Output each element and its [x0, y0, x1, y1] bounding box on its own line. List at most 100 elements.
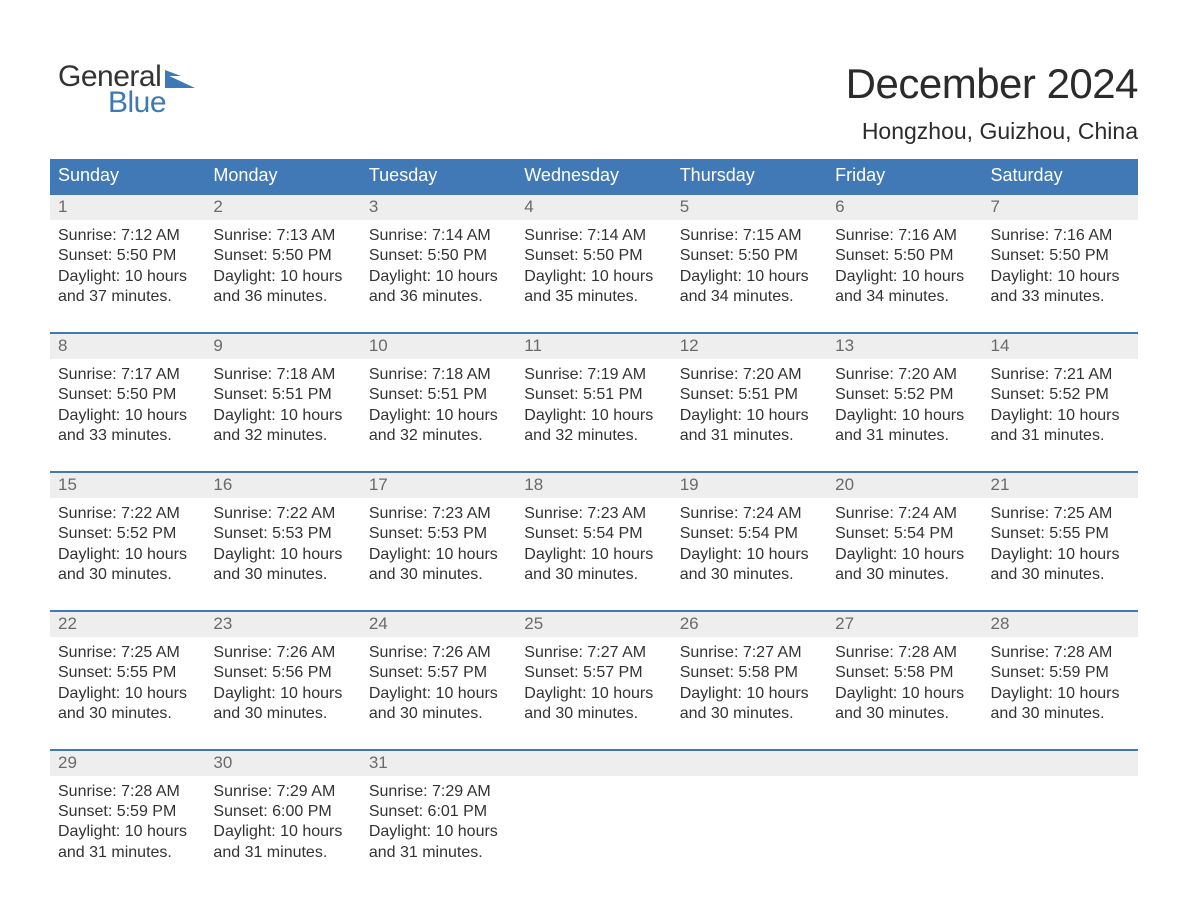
day-cell: 24Sunrise: 7:26 AMSunset: 5:57 PMDayligh… — [361, 612, 516, 749]
day-number: 5 — [672, 195, 827, 220]
brand-logo: General Blue — [58, 60, 195, 120]
day-number: 16 — [205, 473, 360, 498]
dl2-line: and 31 minutes. — [213, 843, 352, 863]
dl1-line: Daylight: 10 hours — [680, 267, 819, 287]
dl1-line: Daylight: 10 hours — [213, 545, 352, 565]
week-row: 15Sunrise: 7:22 AMSunset: 5:52 PMDayligh… — [50, 471, 1138, 610]
sunrise-line: Sunrise: 7:27 AM — [680, 643, 819, 663]
day-number: 8 — [50, 334, 205, 359]
day-cell: 23Sunrise: 7:26 AMSunset: 5:56 PMDayligh… — [205, 612, 360, 749]
dl2-line: and 31 minutes. — [991, 426, 1130, 446]
day-number: 25 — [516, 612, 671, 637]
sunrise-line: Sunrise: 7:16 AM — [835, 226, 974, 246]
dl1-line: Daylight: 10 hours — [213, 267, 352, 287]
dl2-line: and 31 minutes. — [835, 426, 974, 446]
sunset-line: Sunset: 5:57 PM — [524, 663, 663, 683]
dl2-line: and 30 minutes. — [524, 704, 663, 724]
dl2-line: and 30 minutes. — [58, 565, 197, 585]
day-body: Sunrise: 7:16 AMSunset: 5:50 PMDaylight:… — [827, 220, 982, 308]
day-body: Sunrise: 7:23 AMSunset: 5:53 PMDaylight:… — [361, 498, 516, 586]
dl2-line: and 30 minutes. — [835, 565, 974, 585]
sunset-line: Sunset: 5:51 PM — [213, 385, 352, 405]
day-number: 21 — [983, 473, 1138, 498]
day-cell: 19Sunrise: 7:24 AMSunset: 5:54 PMDayligh… — [672, 473, 827, 610]
sunset-line: Sunset: 5:52 PM — [58, 524, 197, 544]
day-body: Sunrise: 7:25 AMSunset: 5:55 PMDaylight:… — [983, 498, 1138, 586]
dl2-line: and 35 minutes. — [524, 287, 663, 307]
day-body: Sunrise: 7:23 AMSunset: 5:54 PMDaylight:… — [516, 498, 671, 586]
dl2-line: and 30 minutes. — [369, 704, 508, 724]
dl1-line: Daylight: 10 hours — [213, 406, 352, 426]
day-cell — [983, 751, 1138, 888]
sunset-line: Sunset: 5:55 PM — [991, 524, 1130, 544]
week-row: 29Sunrise: 7:28 AMSunset: 5:59 PMDayligh… — [50, 749, 1138, 888]
weekday-header: Friday — [827, 159, 982, 193]
month-title: December 2024 — [846, 60, 1138, 108]
day-cell: 4Sunrise: 7:14 AMSunset: 5:50 PMDaylight… — [516, 195, 671, 332]
day-cell — [516, 751, 671, 888]
calendar: Sunday Monday Tuesday Wednesday Thursday… — [50, 159, 1138, 887]
day-number: 17 — [361, 473, 516, 498]
day-cell: 17Sunrise: 7:23 AMSunset: 5:53 PMDayligh… — [361, 473, 516, 610]
day-body: Sunrise: 7:28 AMSunset: 5:59 PMDaylight:… — [983, 637, 1138, 725]
dl1-line: Daylight: 10 hours — [991, 267, 1130, 287]
day-body: Sunrise: 7:24 AMSunset: 5:54 PMDaylight:… — [827, 498, 982, 586]
dl1-line: Daylight: 10 hours — [524, 406, 663, 426]
dl1-line: Daylight: 10 hours — [524, 267, 663, 287]
dl2-line: and 30 minutes. — [680, 704, 819, 724]
dl2-line: and 32 minutes. — [213, 426, 352, 446]
day-body: Sunrise: 7:20 AMSunset: 5:52 PMDaylight:… — [827, 359, 982, 447]
sunset-line: Sunset: 5:50 PM — [835, 246, 974, 266]
sunset-line: Sunset: 6:00 PM — [213, 802, 352, 822]
day-body: Sunrise: 7:25 AMSunset: 5:55 PMDaylight:… — [50, 637, 205, 725]
week-row: 8Sunrise: 7:17 AMSunset: 5:50 PMDaylight… — [50, 332, 1138, 471]
sunset-line: Sunset: 5:52 PM — [835, 385, 974, 405]
dl1-line: Daylight: 10 hours — [835, 684, 974, 704]
dl2-line: and 34 minutes. — [680, 287, 819, 307]
day-body: Sunrise: 7:14 AMSunset: 5:50 PMDaylight:… — [516, 220, 671, 308]
day-number: 26 — [672, 612, 827, 637]
dl1-line: Daylight: 10 hours — [58, 267, 197, 287]
day-cell: 16Sunrise: 7:22 AMSunset: 5:53 PMDayligh… — [205, 473, 360, 610]
day-body: Sunrise: 7:26 AMSunset: 5:57 PMDaylight:… — [361, 637, 516, 725]
dl2-line: and 31 minutes. — [58, 843, 197, 863]
sunset-line: Sunset: 5:59 PM — [58, 802, 197, 822]
day-body: Sunrise: 7:22 AMSunset: 5:52 PMDaylight:… — [50, 498, 205, 586]
day-number: 13 — [827, 334, 982, 359]
dl1-line: Daylight: 10 hours — [835, 545, 974, 565]
sunrise-line: Sunrise: 7:16 AM — [991, 226, 1130, 246]
dl1-line: Daylight: 10 hours — [369, 822, 508, 842]
sunrise-line: Sunrise: 7:28 AM — [835, 643, 974, 663]
sunrise-line: Sunrise: 7:12 AM — [58, 226, 197, 246]
day-body: Sunrise: 7:18 AMSunset: 5:51 PMDaylight:… — [205, 359, 360, 447]
day-cell: 21Sunrise: 7:25 AMSunset: 5:55 PMDayligh… — [983, 473, 1138, 610]
day-number: 28 — [983, 612, 1138, 637]
sunrise-line: Sunrise: 7:23 AM — [524, 504, 663, 524]
sunrise-line: Sunrise: 7:24 AM — [835, 504, 974, 524]
dl2-line: and 31 minutes. — [369, 843, 508, 863]
day-body: Sunrise: 7:28 AMSunset: 5:59 PMDaylight:… — [50, 776, 205, 864]
day-body: Sunrise: 7:26 AMSunset: 5:56 PMDaylight:… — [205, 637, 360, 725]
day-cell: 31Sunrise: 7:29 AMSunset: 6:01 PMDayligh… — [361, 751, 516, 888]
day-number — [672, 751, 827, 776]
day-number: 31 — [361, 751, 516, 776]
day-body: Sunrise: 7:17 AMSunset: 5:50 PMDaylight:… — [50, 359, 205, 447]
sunset-line: Sunset: 5:50 PM — [991, 246, 1130, 266]
dl2-line: and 30 minutes. — [58, 704, 197, 724]
sunset-line: Sunset: 5:59 PM — [991, 663, 1130, 683]
sunset-line: Sunset: 5:52 PM — [991, 385, 1130, 405]
dl1-line: Daylight: 10 hours — [213, 822, 352, 842]
dl2-line: and 30 minutes. — [524, 565, 663, 585]
sunset-line: Sunset: 5:50 PM — [58, 246, 197, 266]
sunrise-line: Sunrise: 7:24 AM — [680, 504, 819, 524]
day-cell: 26Sunrise: 7:27 AMSunset: 5:58 PMDayligh… — [672, 612, 827, 749]
day-body: Sunrise: 7:27 AMSunset: 5:57 PMDaylight:… — [516, 637, 671, 725]
weeks-container: 1Sunrise: 7:12 AMSunset: 5:50 PMDaylight… — [50, 193, 1138, 887]
dl1-line: Daylight: 10 hours — [991, 684, 1130, 704]
day-body: Sunrise: 7:19 AMSunset: 5:51 PMDaylight:… — [516, 359, 671, 447]
day-cell: 30Sunrise: 7:29 AMSunset: 6:00 PMDayligh… — [205, 751, 360, 888]
day-body: Sunrise: 7:24 AMSunset: 5:54 PMDaylight:… — [672, 498, 827, 586]
sunrise-line: Sunrise: 7:22 AM — [213, 504, 352, 524]
day-cell: 6Sunrise: 7:16 AMSunset: 5:50 PMDaylight… — [827, 195, 982, 332]
day-number — [827, 751, 982, 776]
